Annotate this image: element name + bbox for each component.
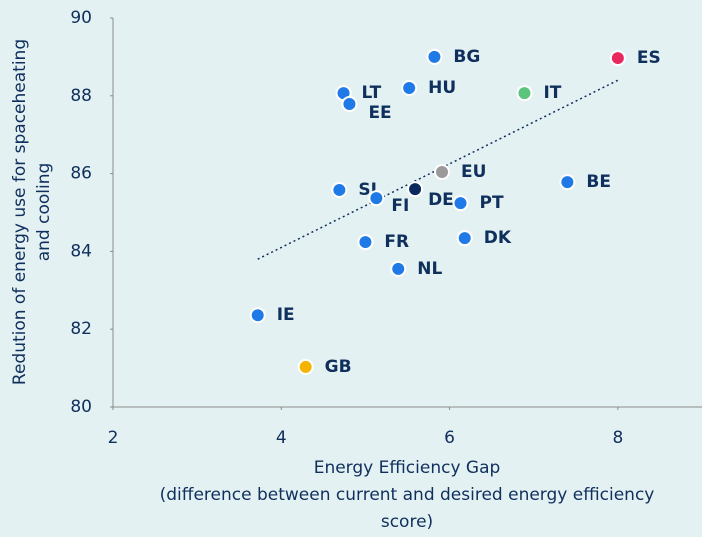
point-label: EE bbox=[368, 103, 391, 123]
point bbox=[390, 260, 407, 277]
x-tick-label: 8 bbox=[612, 428, 623, 448]
y-axis-label: and cooling bbox=[34, 163, 54, 262]
x-axis-label: score) bbox=[381, 512, 433, 532]
point bbox=[456, 230, 473, 247]
point-label: GB bbox=[325, 357, 352, 377]
point bbox=[368, 190, 385, 207]
x-axis-label: (difference between current and desired … bbox=[160, 485, 655, 505]
x-tick-label: 2 bbox=[108, 428, 119, 448]
y-tick-label: 82 bbox=[70, 319, 92, 339]
point bbox=[426, 48, 443, 65]
point-label: HU bbox=[428, 78, 456, 98]
x-axis-label: Energy Efficiency Gap bbox=[314, 458, 501, 478]
point-label: DE bbox=[428, 190, 454, 210]
point bbox=[559, 174, 576, 191]
y-tick-label: 90 bbox=[70, 8, 92, 28]
y-tick-label: 84 bbox=[70, 241, 92, 261]
point-label: BG bbox=[453, 47, 480, 67]
point bbox=[516, 85, 533, 102]
point-label: NL bbox=[417, 259, 442, 279]
x-tick-label: 4 bbox=[276, 428, 287, 448]
y-axis-label: Redution of energy use for spaceheating bbox=[10, 39, 30, 385]
point-label: IT bbox=[543, 83, 561, 103]
point-label: BE bbox=[586, 172, 611, 192]
point-label: LT bbox=[362, 83, 382, 103]
point bbox=[609, 50, 626, 67]
x-tick-label: 6 bbox=[444, 428, 455, 448]
y-tick-label: 80 bbox=[70, 397, 92, 417]
point bbox=[357, 234, 374, 251]
point bbox=[297, 358, 314, 375]
point-label: ES bbox=[637, 48, 661, 68]
point bbox=[401, 80, 418, 97]
point-label: IE bbox=[277, 305, 295, 325]
point bbox=[331, 181, 348, 198]
point-label: PT bbox=[480, 193, 504, 213]
point-label: FI bbox=[391, 196, 409, 216]
point-label: EU bbox=[461, 162, 486, 182]
point-label: FR bbox=[384, 232, 409, 252]
point bbox=[433, 164, 450, 181]
point bbox=[452, 195, 469, 212]
point bbox=[407, 181, 424, 198]
point bbox=[341, 95, 358, 112]
point bbox=[249, 307, 266, 324]
y-tick-label: 86 bbox=[70, 164, 92, 184]
y-tick-label: 88 bbox=[70, 86, 92, 106]
point-label: DK bbox=[484, 228, 512, 248]
